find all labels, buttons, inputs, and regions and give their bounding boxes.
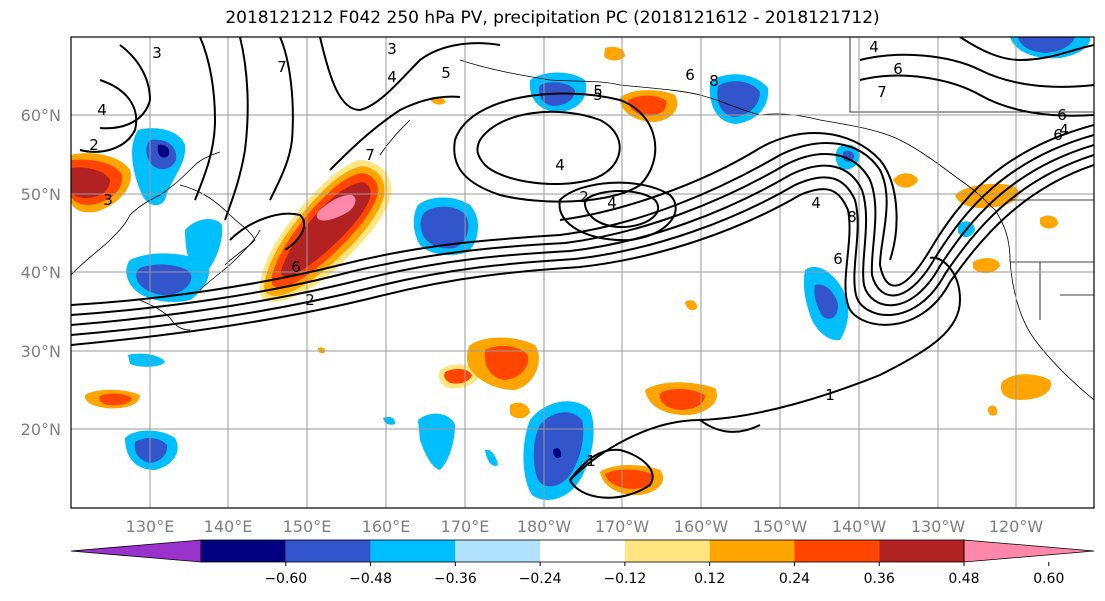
- colorbar-segment: [624, 540, 710, 562]
- pv-contour-label: 8: [847, 208, 857, 226]
- pv-contour-label: 1: [825, 386, 835, 404]
- lon-axis: 130°E 140°E 150°E 160°E 170°E 180°W 170°…: [126, 517, 1044, 536]
- lat-axis: 60°N 50°N 40°N 30°N 20°N: [21, 106, 61, 439]
- colorbar-segment: [794, 540, 880, 562]
- pv-contour-label: 5: [593, 86, 603, 104]
- colorbar-tick-label: −0.36: [434, 571, 477, 587]
- colorbar-segment: [879, 540, 964, 562]
- pv-contour-label: 6: [1053, 126, 1063, 144]
- colorbar-tick-labels: −0.60 −0.48 −0.36 −0.24 −0.12 0.12 0.24 0.36 0.4…: [264, 562, 1064, 587]
- colorbar-outline: [200, 539, 965, 563]
- colorbar-tick-label: 0.48: [948, 571, 979, 587]
- pv-contour-label: 5: [441, 64, 451, 82]
- pv-contour-label: 4: [607, 194, 617, 212]
- colorbar: [70, 539, 1095, 563]
- lon-label-140e: 140°E: [204, 517, 253, 536]
- pv-contour-label: 2: [305, 291, 315, 309]
- pv-contour-label: 4: [555, 156, 565, 174]
- colorbar-segment-over: [963, 539, 1095, 563]
- colorbar-tick-label: 0.36: [864, 571, 895, 587]
- lon-label-150e: 150°E: [283, 517, 332, 536]
- lat-label-20n: 20°N: [21, 420, 61, 439]
- pv-contour-label: 6: [291, 258, 301, 276]
- pv-contour-label: 4: [869, 38, 879, 56]
- colorbar-tick-label: 0.12: [694, 571, 725, 587]
- lon-label-180w: 180°W: [517, 517, 572, 536]
- lon-label-130w: 130°W: [911, 517, 966, 536]
- colorbar-segment: [540, 540, 625, 562]
- pv-contour-label: 4: [97, 101, 107, 119]
- colorbar-tick-label: 0.60: [1033, 571, 1064, 587]
- map-frame: [70, 36, 1095, 509]
- coastlines: [71, 37, 1094, 401]
- pv-contour-label: 3: [152, 44, 162, 62]
- pv-contours: [71, 37, 1094, 499]
- colorbar-segment: [370, 540, 456, 562]
- colorbar-segment: [455, 540, 541, 562]
- pv-contour-label: 3: [103, 191, 113, 209]
- lat-label-60n: 60°N: [21, 106, 61, 125]
- pv-contour-label: 8: [709, 72, 719, 90]
- colorbar-tick-label: −0.48: [349, 571, 392, 587]
- pv-contour-label: 7: [877, 83, 887, 101]
- lon-label-140w: 140°W: [832, 517, 887, 536]
- lat-label-40n: 40°N: [21, 263, 61, 282]
- colorbar-tick-label: −0.12: [603, 571, 646, 587]
- colorbar-segment: [709, 540, 795, 562]
- pv-contour-label: 2: [89, 136, 99, 154]
- lon-label-170e: 170°E: [441, 517, 490, 536]
- colorbar-tick-label: −0.24: [519, 571, 562, 587]
- pv-contour-label: 7: [365, 146, 375, 164]
- pv-contour-label: 7: [277, 58, 287, 76]
- pv-contour-label: 3: [387, 40, 397, 58]
- pv-contour-label: 5: [593, 82, 603, 100]
- pv-contour-label: 4: [387, 68, 397, 86]
- pv-contour-label: 6: [893, 60, 903, 78]
- lon-label-150w: 150°W: [753, 517, 808, 536]
- map-title: 2018121212 F042 250 hPa PV, precipitatio…: [225, 8, 880, 28]
- lon-label-130e: 130°E: [126, 517, 175, 536]
- pv-contour-label: 4: [811, 194, 821, 212]
- lon-label-120w: 120°W: [989, 517, 1044, 536]
- lat-label-30n: 30°N: [21, 342, 61, 361]
- colorbar-tick-label: 0.24: [779, 571, 810, 587]
- precip-shading: [71, 37, 1091, 500]
- pv-contour-label: 1: [586, 452, 596, 470]
- pv-contour-label: 2: [579, 188, 589, 206]
- pv-contour-label: 4: [1059, 121, 1069, 139]
- pv-contour-label: 6: [685, 66, 695, 84]
- pv-contour-label: 6: [833, 250, 843, 268]
- colorbar-segment: [201, 540, 286, 562]
- colorbar-segment-under: [70, 539, 202, 563]
- graticule: [71, 37, 1094, 508]
- colorbar-segment: [285, 540, 371, 562]
- pv-contour-label: 6: [1057, 106, 1067, 124]
- lat-label-50n: 50°N: [21, 185, 61, 204]
- lon-label-160e: 160°E: [362, 517, 411, 536]
- lon-label-170w: 170°W: [595, 517, 650, 536]
- colorbar-tick-label: −0.60: [264, 571, 307, 587]
- lon-label-160w: 160°W: [674, 517, 729, 536]
